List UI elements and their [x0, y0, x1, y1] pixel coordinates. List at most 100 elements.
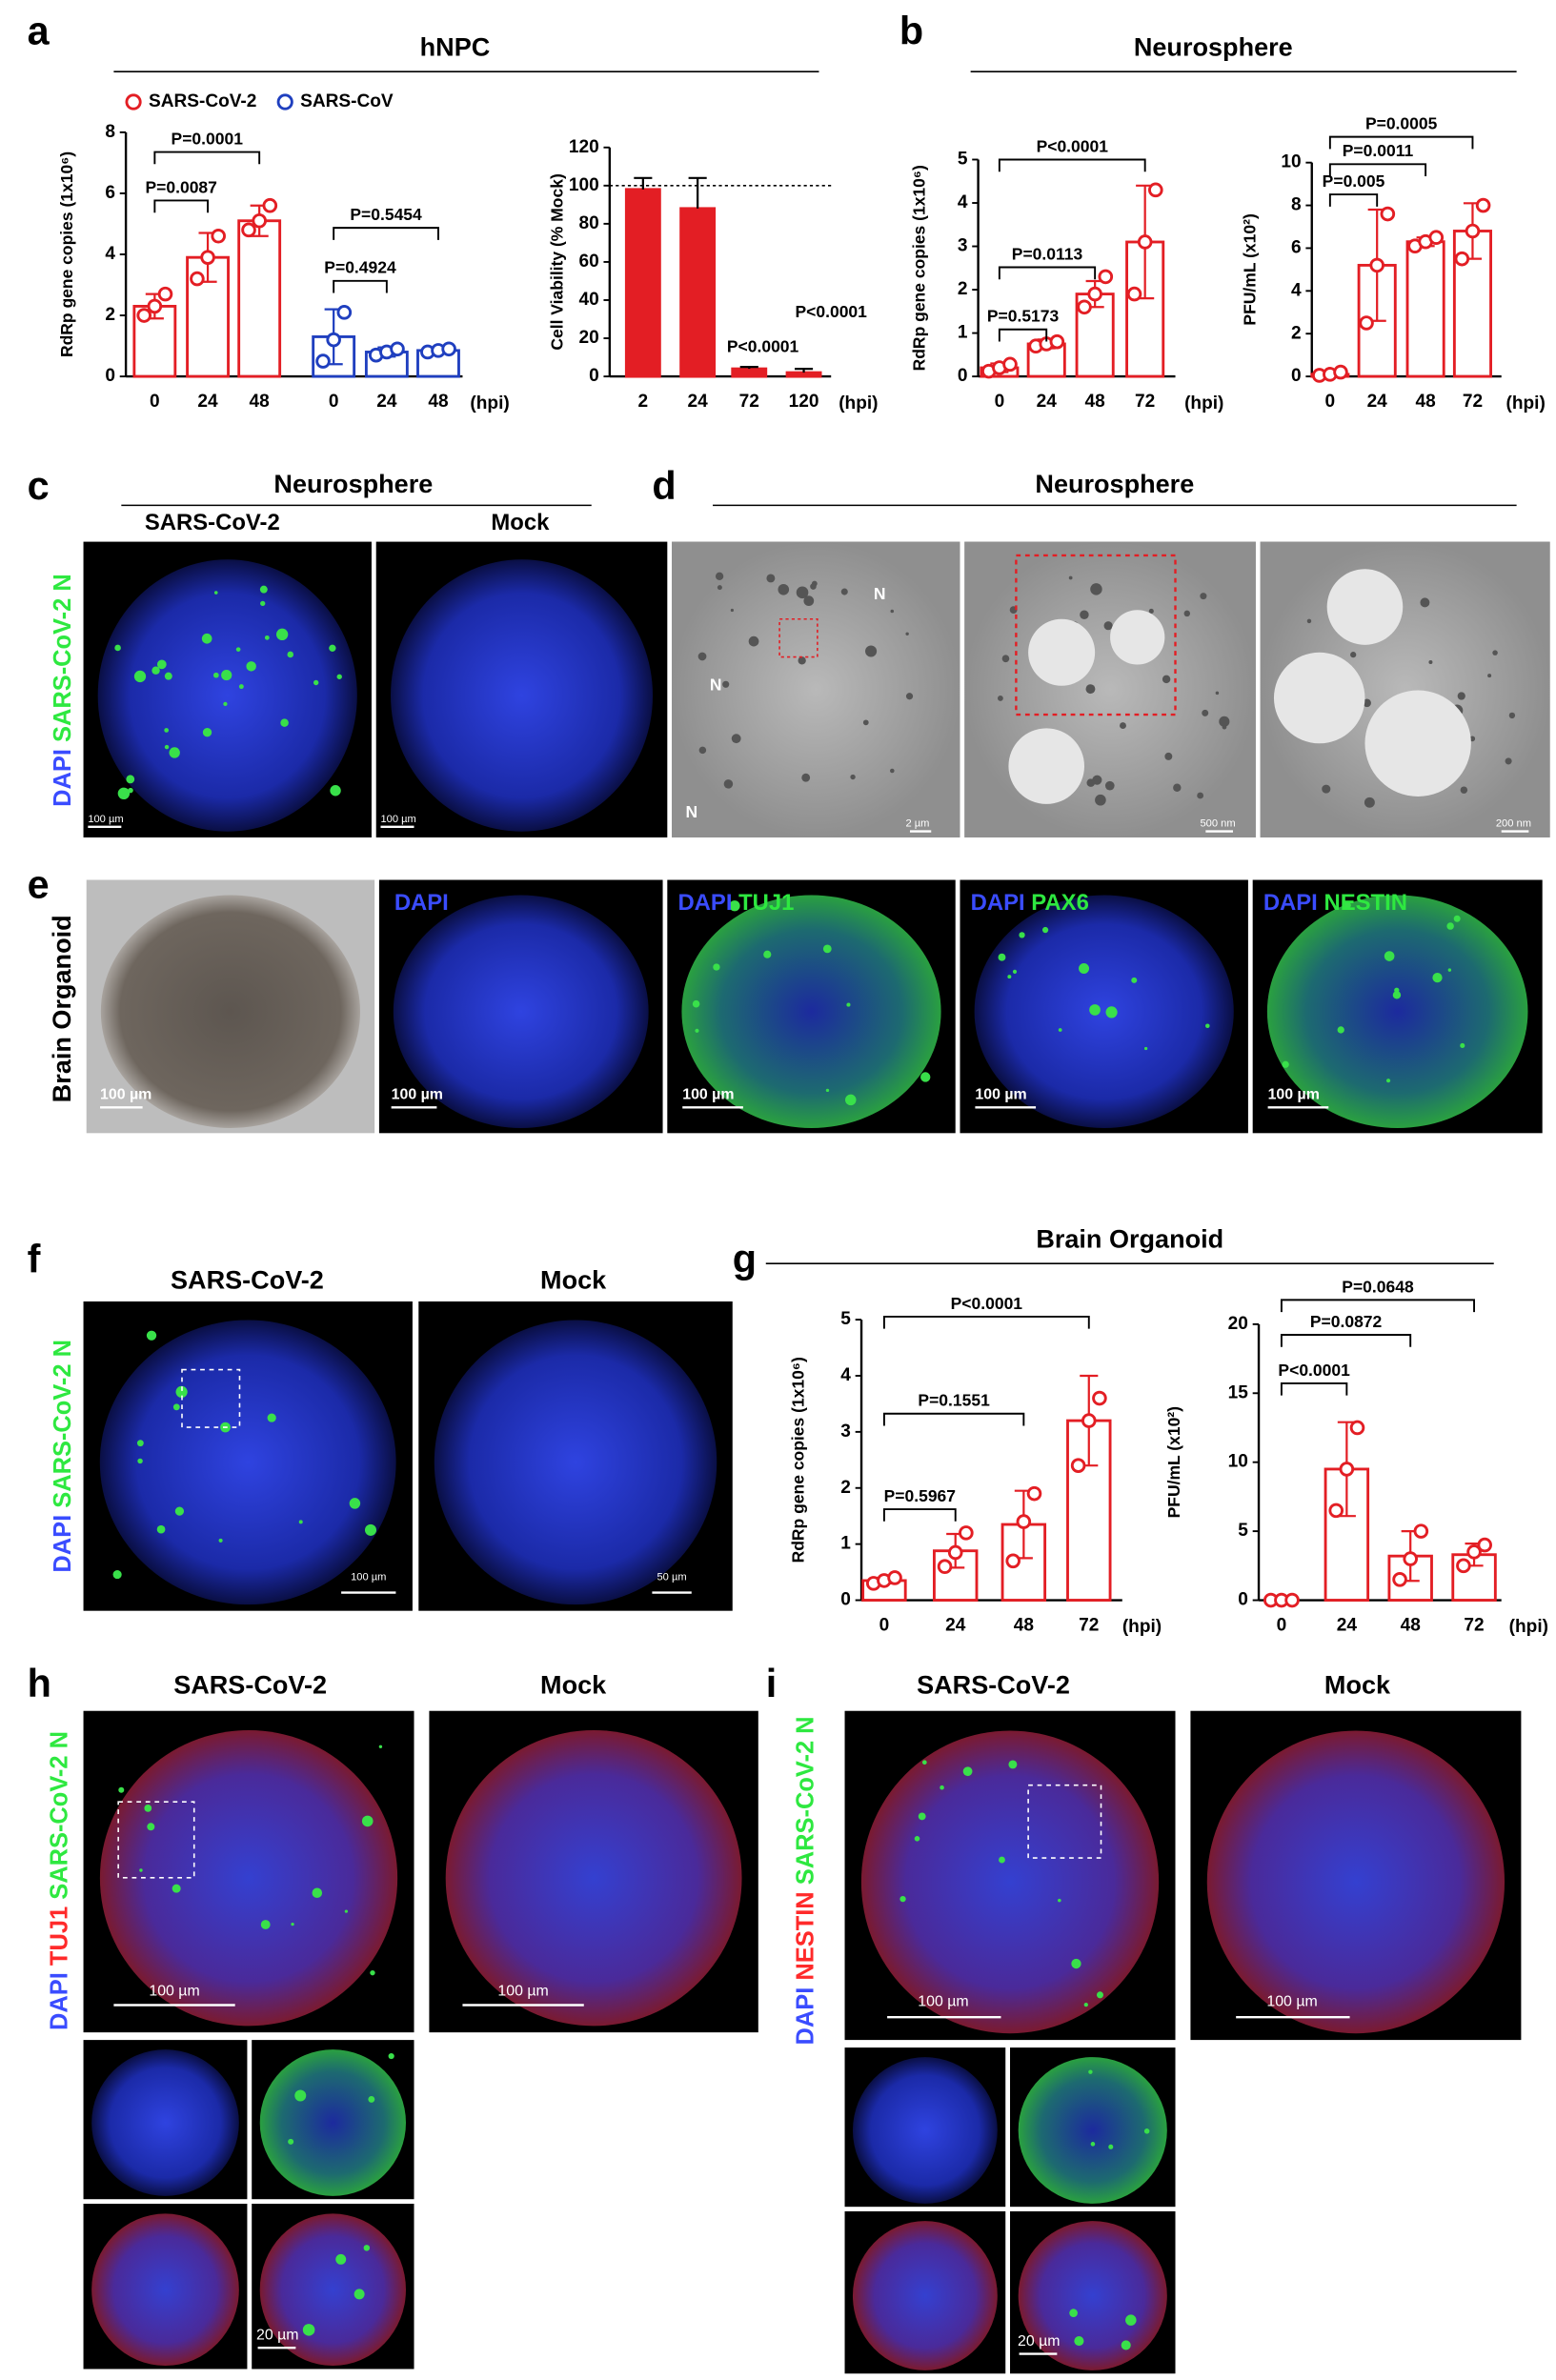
legend-marker	[125, 93, 142, 111]
signal	[1079, 963, 1090, 975]
signal	[1364, 797, 1375, 808]
data-point	[1428, 230, 1445, 246]
data-point	[887, 1570, 902, 1585]
signal	[921, 1760, 927, 1765]
signal	[801, 773, 811, 782]
data-point	[947, 1544, 963, 1561]
x-tick-label: 0	[1325, 392, 1336, 412]
y-axis-label: RdRp gene copies (1x10⁶)	[57, 151, 76, 357]
label-part: TUJ1	[46, 1906, 72, 1966]
tissue	[99, 1320, 396, 1605]
vacuole	[1273, 652, 1365, 744]
y-tick-label: 2	[1291, 323, 1302, 343]
tissue	[1206, 1730, 1505, 2034]
signal	[1104, 780, 1115, 791]
significance-bracket	[1328, 193, 1379, 207]
inset-box	[117, 1801, 195, 1879]
data-point	[200, 250, 215, 265]
y-tick-label: 10	[1281, 152, 1301, 172]
signal	[202, 728, 212, 737]
signal	[905, 632, 909, 635]
scale-label: 2 µm	[905, 818, 929, 830]
x-tick-label: 0	[329, 392, 339, 412]
tissue	[259, 2213, 406, 2367]
y-tick-label: 4	[840, 1365, 851, 1385]
tissue	[1018, 2221, 1167, 2370]
side-label: DAPI SARS-CoV-2 N	[50, 1340, 76, 1573]
signal	[1322, 784, 1331, 794]
signal	[1012, 969, 1018, 974]
signal	[1074, 2336, 1084, 2347]
signal	[117, 787, 131, 800]
p-value: P=0.0087	[145, 177, 216, 196]
data-point	[1328, 1503, 1344, 1519]
vacuole	[1008, 728, 1085, 804]
signal	[388, 2052, 394, 2060]
signal	[940, 1785, 944, 1790]
label-part: TUJ1	[738, 890, 794, 916]
signal	[796, 586, 809, 599]
y-tick-label: 3	[958, 236, 968, 256]
signal	[918, 1812, 926, 1821]
legend-label: SARS-CoV-2	[149, 91, 256, 111]
label-part: NESTIN	[792, 1891, 818, 1980]
column-label: SARS-CoV-2	[173, 1670, 327, 1699]
signal	[890, 768, 895, 774]
tissue	[100, 895, 361, 1128]
y-tick-label: 60	[578, 252, 598, 272]
panel-letter: g	[733, 1238, 757, 1281]
signal	[1219, 716, 1230, 727]
panel-letter: i	[766, 1662, 778, 1705]
scale-label: 100 µm	[351, 1572, 386, 1583]
signal	[1019, 932, 1025, 938]
label-part: SARS-CoV-2 N	[50, 1340, 76, 1508]
p-value: P<0.0001	[727, 336, 799, 355]
p-value: P=0.0113	[1012, 244, 1083, 263]
signal	[1428, 660, 1433, 665]
signal	[361, 1815, 374, 1827]
x-unit: (hpi)	[1509, 1617, 1548, 1637]
signal	[213, 591, 218, 595]
signal	[731, 734, 741, 744]
significance-bracket	[333, 227, 439, 240]
scale-label: 100 µm	[100, 1087, 152, 1103]
significance-bracket	[998, 266, 1097, 280]
signal	[998, 953, 1006, 961]
panel-title: hNPC	[420, 32, 491, 61]
bar	[1405, 240, 1445, 378]
signal	[1200, 593, 1207, 600]
signal	[1121, 2340, 1131, 2350]
signal	[235, 647, 241, 652]
panel-letter: c	[28, 464, 50, 508]
signal	[798, 656, 806, 665]
x-tick-label: 72	[1079, 1616, 1099, 1636]
signal	[259, 585, 268, 594]
signal	[1183, 610, 1191, 617]
y-tick-label: 4	[958, 192, 968, 212]
side-label: DAPI NESTIN SARS-CoV-2 N	[792, 1716, 818, 2045]
data-point	[1005, 1553, 1020, 1569]
significance-bracket	[153, 151, 261, 165]
y-tick-label: 4	[1291, 280, 1302, 300]
scale-label: 100 µm	[975, 1087, 1026, 1103]
p-value: P=0.5173	[987, 307, 1060, 326]
stain-label: DAPI TUJ1	[677, 890, 794, 916]
x-tick-label: 24	[688, 392, 709, 412]
column-label: Mock	[540, 1265, 607, 1294]
signal	[1089, 1004, 1101, 1016]
x-tick-label: 72	[1135, 392, 1155, 412]
data-point	[1333, 364, 1348, 380]
signal	[899, 1895, 906, 1903]
scale-label: 20 µm	[256, 2328, 299, 2344]
column-label: Mock	[540, 1670, 607, 1699]
signal	[920, 1072, 931, 1082]
signal	[914, 1836, 920, 1842]
micrograph-field	[672, 541, 960, 837]
label-part: DAPI	[46, 1972, 72, 2030]
signal	[354, 2289, 365, 2300]
signal	[112, 1570, 122, 1580]
signal	[1148, 608, 1154, 615]
signal	[1215, 691, 1220, 696]
x-tick-label: 24	[376, 392, 397, 412]
data-point	[147, 298, 163, 314]
